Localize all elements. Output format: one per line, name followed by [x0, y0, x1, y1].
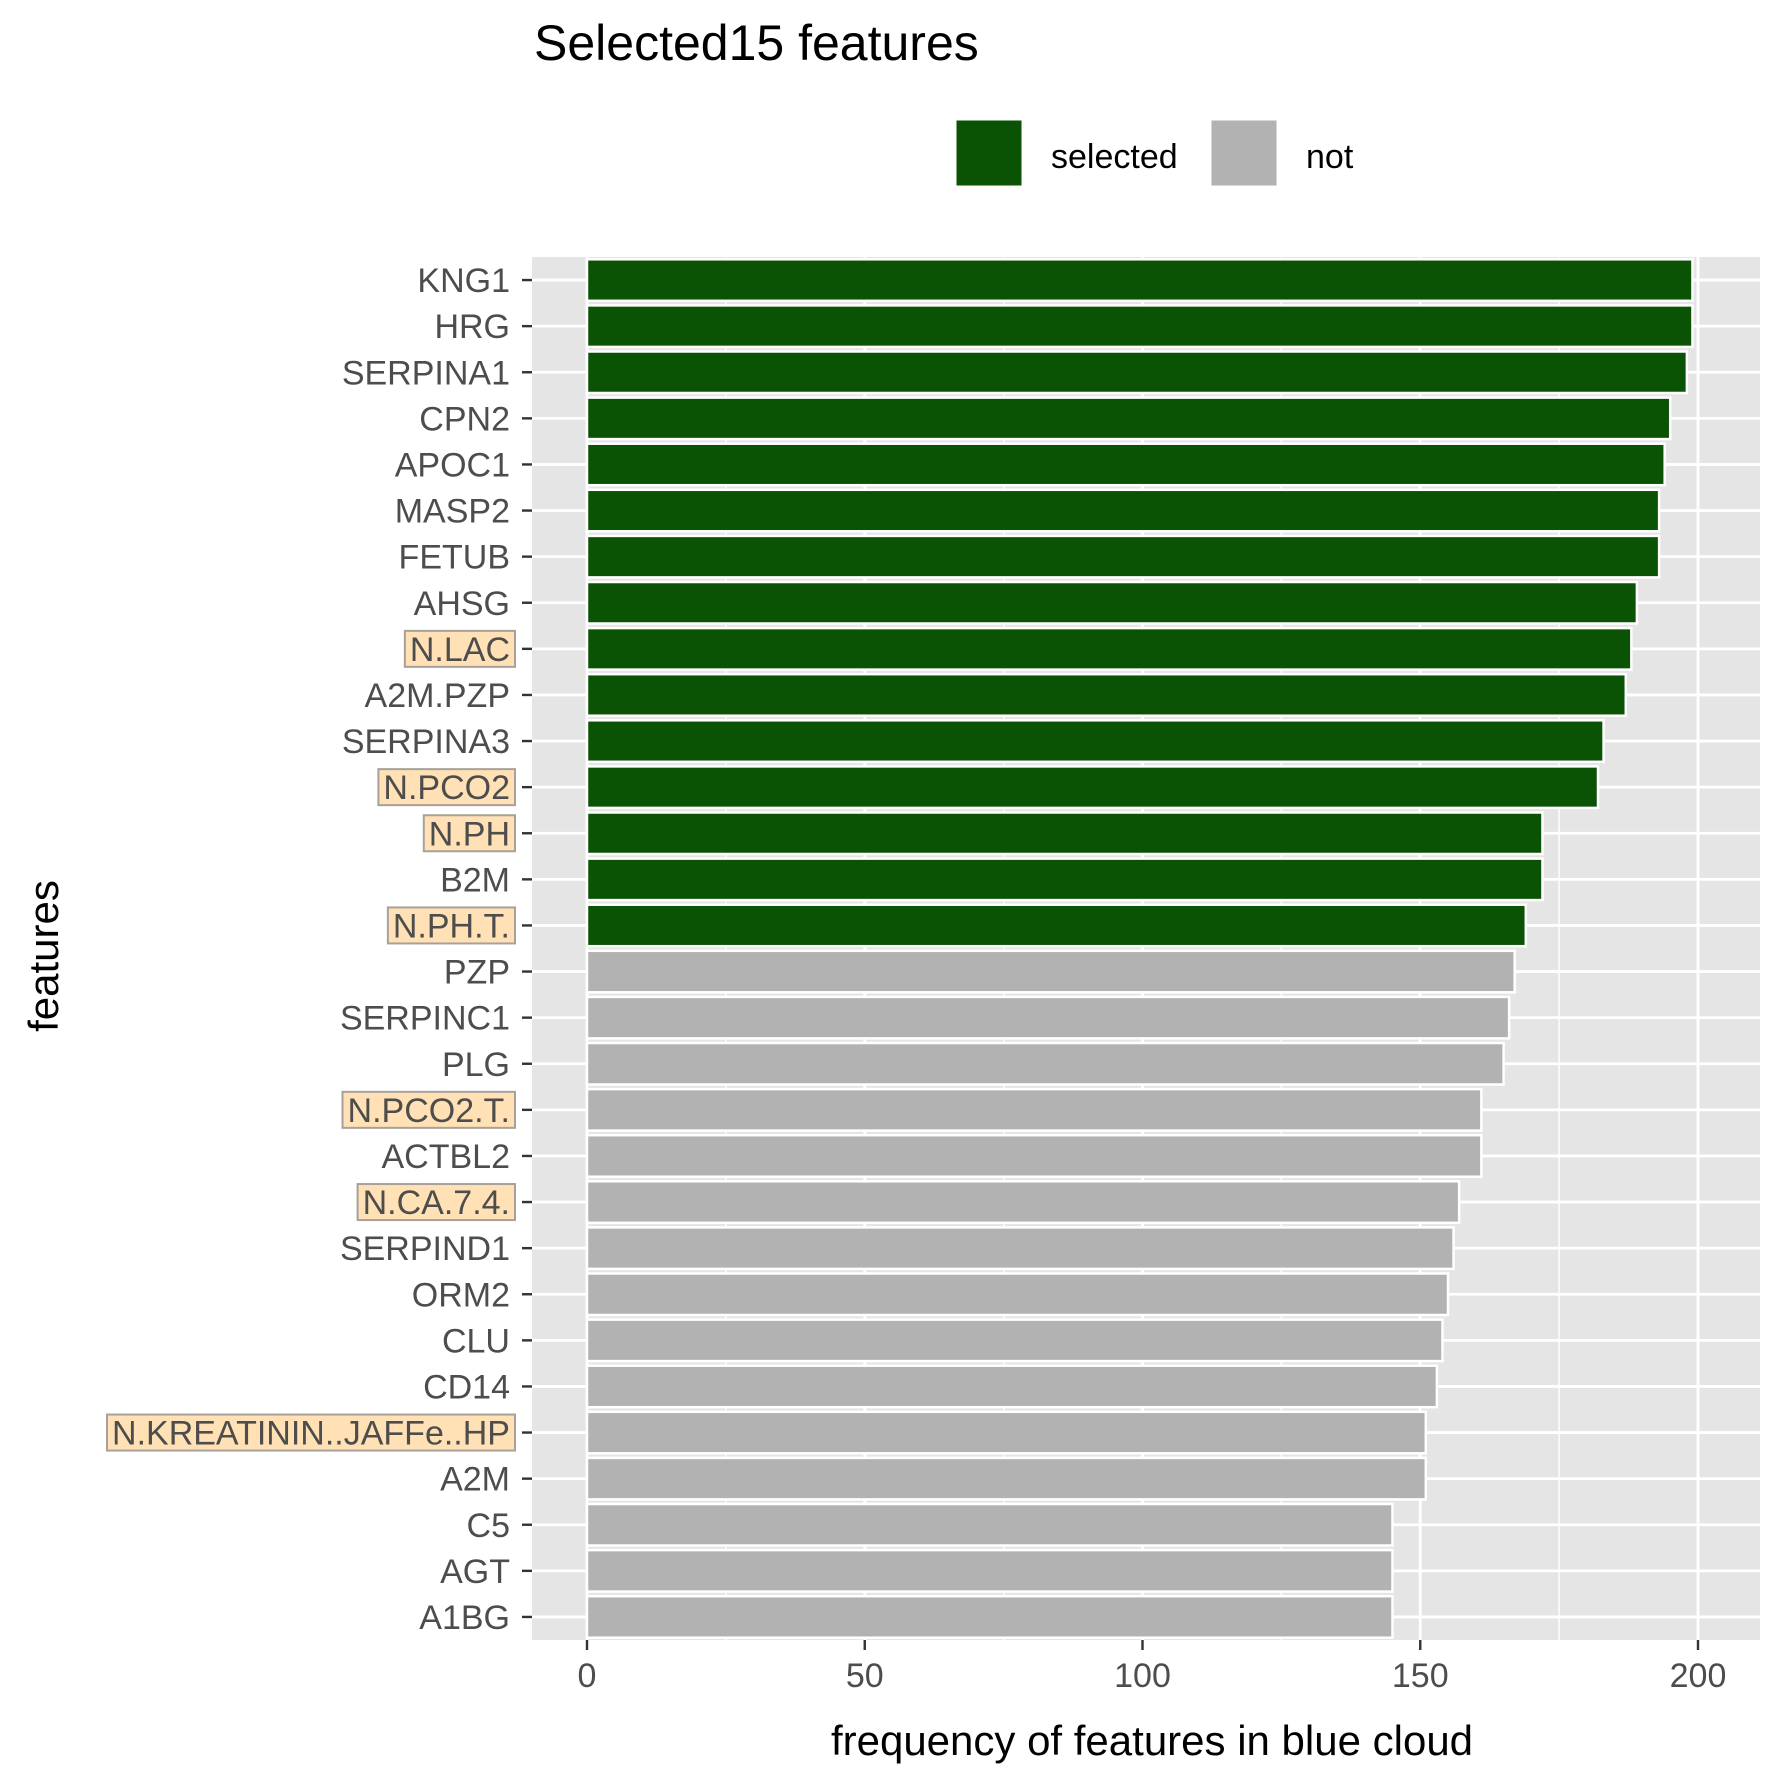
y-tick-label: MASP2: [395, 493, 510, 531]
y-tick-label: SERPIND1: [340, 1230, 510, 1268]
label-highlight: [356, 1183, 516, 1222]
bar: [585, 1087, 1483, 1132]
y-tick-label: ACTBL2: [382, 1138, 511, 1176]
y-tick-label: PLG: [442, 1046, 510, 1084]
bar: [585, 719, 1605, 764]
bar: [585, 534, 1661, 579]
bar: [585, 903, 1528, 948]
bar: [585, 1364, 1439, 1409]
x-tick-label: 0: [578, 1657, 597, 1695]
y-tick-label: PZP: [444, 954, 510, 992]
bar: [585, 396, 1672, 441]
y-tick-label: N.PH.T.: [393, 907, 510, 945]
bar: [585, 1318, 1444, 1363]
y-tick-label: KNG1: [417, 262, 510, 300]
x-tick-label: 200: [1670, 1657, 1727, 1695]
y-tick-label: N.PH: [429, 815, 510, 853]
plot-panel: [532, 257, 1760, 1640]
bar: [585, 811, 1544, 856]
x-tick-label: 50: [846, 1657, 884, 1695]
bars: [585, 258, 1694, 1639]
y-tick-label: SERPINC1: [340, 1000, 510, 1038]
y-tick-label: HRG: [434, 308, 510, 346]
bar: [585, 304, 1694, 349]
label-highlight: [341, 1090, 516, 1129]
y-tick-label: A2M: [440, 1461, 510, 1499]
bar: [585, 995, 1511, 1040]
y-tick-label: CLU: [442, 1322, 510, 1360]
bar: [585, 1410, 1428, 1455]
legend-swatch: [953, 117, 1025, 189]
y-tick-label: CD14: [423, 1368, 510, 1406]
bar: [585, 1548, 1394, 1593]
bar: [585, 442, 1666, 487]
y-tick-label: N.CA.7.4.: [363, 1184, 510, 1222]
bar: [585, 488, 1661, 533]
y-tick-label: N.PCO2: [383, 769, 510, 807]
legend-swatch: [1208, 117, 1280, 189]
x-axis-title: frequency of features in blue cloud: [831, 1717, 1473, 1764]
bar: [585, 1502, 1394, 1547]
label-highlight: [422, 814, 516, 853]
y-axis-title: features: [20, 880, 67, 1032]
bar: [585, 949, 1516, 994]
bar: [585, 1226, 1455, 1271]
y-tick-label: AGT: [440, 1553, 510, 1591]
x-tick-label: 150: [1392, 1657, 1449, 1695]
y-tick-label: FETUB: [399, 539, 510, 577]
y-tick-label: ORM2: [412, 1276, 510, 1314]
y-tick-label: A1BG: [419, 1599, 510, 1637]
label-highlight: [386, 906, 516, 945]
x-axis: 0 50 100 150 200: [578, 1640, 1727, 1695]
y-tick-label: SERPINA1: [342, 354, 510, 392]
label-highlight: [106, 1413, 516, 1452]
y-tick-label: A2M.PZP: [365, 677, 510, 715]
y-tick-label: CPN2: [419, 400, 510, 438]
y-tick-label: AHSG: [414, 585, 510, 623]
y-tick-label: APOC1: [395, 446, 510, 484]
y-tick-label: N.PCO2.T.: [348, 1092, 510, 1130]
bar: [585, 1272, 1450, 1317]
y-tick-label: N.KREATININ..JAFFe..HP: [112, 1415, 510, 1453]
bar: [585, 350, 1689, 395]
y-tick-label: SERPINA3: [342, 723, 510, 761]
label-highlight: [377, 768, 516, 807]
bar: [585, 1180, 1461, 1225]
chart-title: Selected15 features: [534, 15, 979, 71]
bar: [585, 1594, 1394, 1639]
y-tick-label: N.LAC: [410, 631, 510, 669]
minor-gridlines: [725, 257, 1560, 1640]
y-tick-label: C5: [467, 1507, 510, 1545]
bar: [585, 1041, 1505, 1086]
bar: [585, 1133, 1483, 1178]
bar: [585, 580, 1639, 625]
legend: selected not: [953, 117, 1354, 189]
bar: [585, 672, 1628, 717]
label-highlight: [403, 629, 516, 668]
bar: [585, 626, 1633, 671]
bar: [585, 258, 1694, 303]
x-tick-label: 100: [1114, 1657, 1171, 1695]
bar: [585, 857, 1544, 902]
legend-label: not: [1306, 138, 1354, 176]
bar: [585, 1456, 1428, 1501]
bar: [585, 765, 1600, 810]
y-axis: KNG1 HRG SERPINA1 CPN2 APOC1 MASP2 FETUB AHSG N.…: [106, 262, 532, 1637]
legend-label: selected: [1051, 138, 1178, 176]
y-tick-label: B2M: [440, 861, 510, 899]
